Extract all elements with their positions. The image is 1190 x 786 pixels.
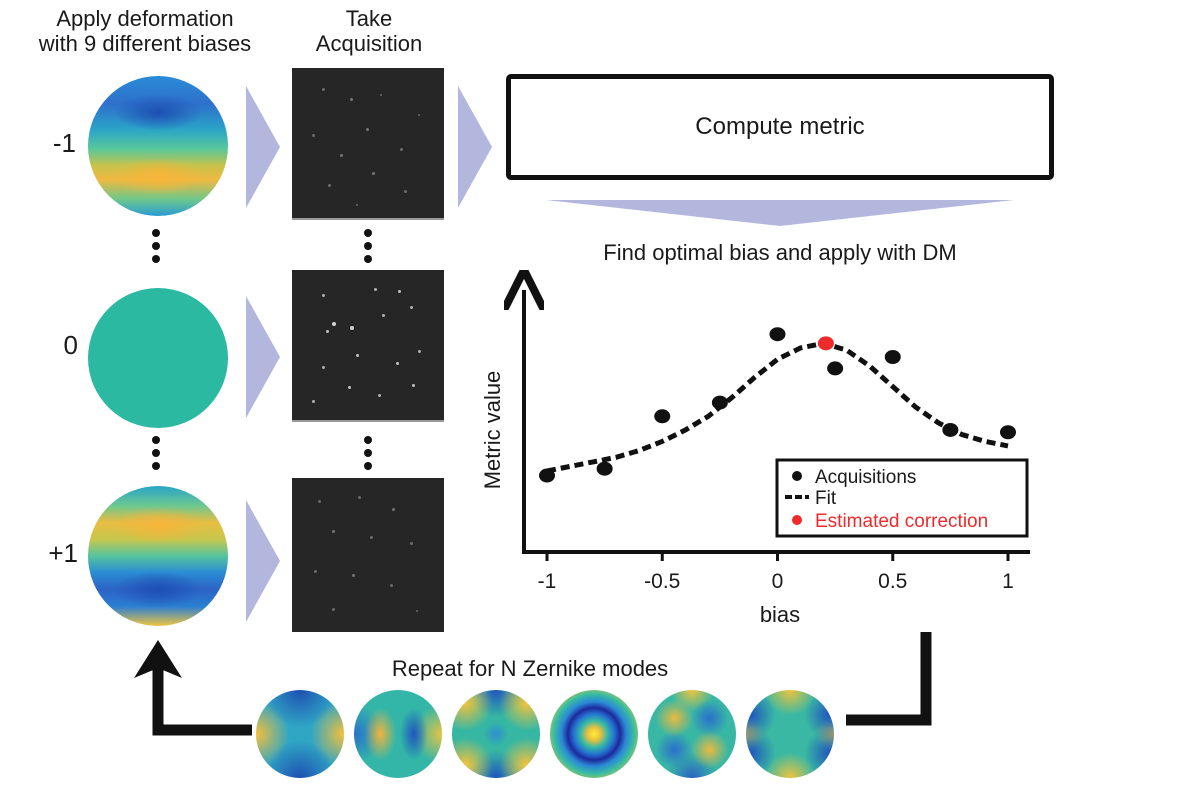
acquisition-point	[942, 422, 959, 437]
acquisition-point	[596, 461, 613, 476]
find-optimal-caption: Find optimal bias and apply with DM	[603, 240, 957, 265]
zernike-mode-disc-4	[550, 690, 638, 778]
legend-acquisitions-marker	[792, 471, 802, 481]
legend-acquisitions-label: Acquisitions	[815, 467, 916, 488]
deformation-header: Apply deformation with 9 different biase…	[14, 6, 276, 56]
chevron-arrow-icon-2	[246, 296, 280, 418]
chart-ylabel: Metric value	[480, 371, 505, 490]
zernike-mode-disc-2	[354, 690, 442, 778]
down-wedge-arrow-icon	[546, 200, 1014, 226]
chart-xlabel: bias	[760, 602, 800, 627]
zernike-mode-disc-6	[746, 690, 834, 778]
acquisition-point	[711, 395, 728, 410]
acquisition-image-zero	[292, 270, 444, 422]
x-tick-label: -0.5	[644, 570, 680, 593]
ellipsis-dots-4	[364, 436, 372, 475]
x-tick-label: -1	[538, 570, 557, 593]
deformation-disc-plus-one	[88, 486, 228, 626]
ellipsis-dots-2	[152, 436, 160, 475]
bias-label-minus-one: -1	[52, 128, 76, 158]
legend-correction-marker	[792, 515, 802, 525]
acquisition-header-line1: Take	[345, 6, 393, 31]
acquisition-point	[654, 409, 671, 424]
zernike-mode-disc-3	[452, 690, 540, 778]
chevron-arrow-icon-3	[246, 500, 280, 622]
acquisition-header-line2: Acquisition	[315, 31, 423, 56]
acquisition-point	[769, 327, 786, 342]
chevron-arrow-icon-1	[246, 86, 280, 208]
repeat-caption: Repeat for N Zernike modes	[391, 656, 669, 681]
zernike-mode-disc-5	[648, 690, 736, 778]
legend-fit-label: Fit	[815, 488, 837, 509]
acquisition-image-minus-one	[292, 68, 444, 220]
x-tick-label: 0	[772, 570, 784, 593]
deformation-disc-minus-one	[88, 76, 228, 216]
estimated-correction-point	[817, 336, 834, 351]
chevron-arrow-icon-4	[458, 86, 492, 208]
ellipsis-dots-3	[364, 229, 372, 268]
chart-points	[539, 327, 1016, 483]
deformation-disc-zero	[88, 288, 228, 428]
acquisition-point	[884, 350, 901, 364]
zernike-mode-disc-1	[256, 690, 344, 778]
fit-curve-line	[546, 340, 1009, 474]
acquisition-image-plus-one	[292, 478, 444, 632]
bias-label-zero: 0	[63, 330, 78, 360]
acquisition-point	[827, 361, 844, 376]
legend-correction-label: Estimated correction	[815, 511, 988, 532]
deformation-header-line2: with 9 different biases	[38, 31, 252, 56]
acquisition-point	[1000, 425, 1016, 440]
deformation-header-line1: Apply deformation	[56, 6, 234, 31]
x-tick-label: 1	[1002, 570, 1014, 593]
x-tick-label: 0.5	[878, 570, 907, 593]
chart-ticks: -1 -0.5 0 0.5 1	[538, 552, 1014, 593]
acquisition-point	[539, 468, 555, 483]
compute-metric-label: Compute metric	[695, 113, 865, 140]
ellipsis-dots-1	[152, 229, 160, 268]
compute-metric-box: Compute metric	[506, 74, 1054, 180]
bias-label-plus-one: +1	[48, 538, 78, 568]
chart-fit	[546, 340, 1009, 474]
acquisition-header: Take Acquisition	[290, 6, 448, 56]
legend-box	[775, 458, 1029, 538]
